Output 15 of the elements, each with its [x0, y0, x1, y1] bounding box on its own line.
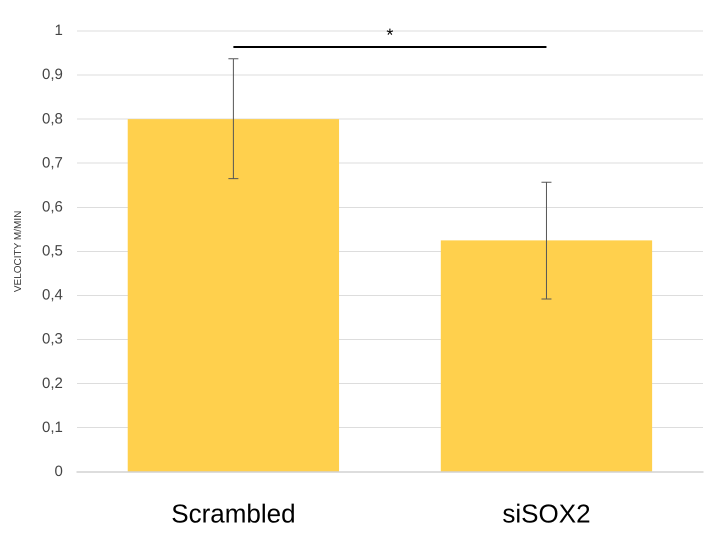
y-tick-label: 0,2 [42, 374, 63, 392]
y-tick-label: 0,5 [42, 242, 63, 260]
y-tick-label: 0,6 [42, 198, 63, 216]
y-tick-label: 1 [54, 22, 63, 40]
y-tick-label: 0,1 [42, 418, 63, 436]
y-tick-label: 0,7 [42, 154, 63, 172]
y-tick-label: 0,8 [42, 110, 63, 128]
y-tick-label: 0,9 [42, 66, 63, 84]
y-tick-label: 0,4 [42, 286, 63, 304]
y-tick-label: 0,3 [42, 330, 63, 348]
y-axis-title: VELOCITY M/MIN [12, 210, 24, 292]
annotation: * [386, 24, 394, 45]
x-tick-label: siSOX2 [502, 498, 591, 529]
y-tick-label: 0 [54, 462, 63, 480]
x-tick-label: Scrambled [171, 498, 296, 529]
